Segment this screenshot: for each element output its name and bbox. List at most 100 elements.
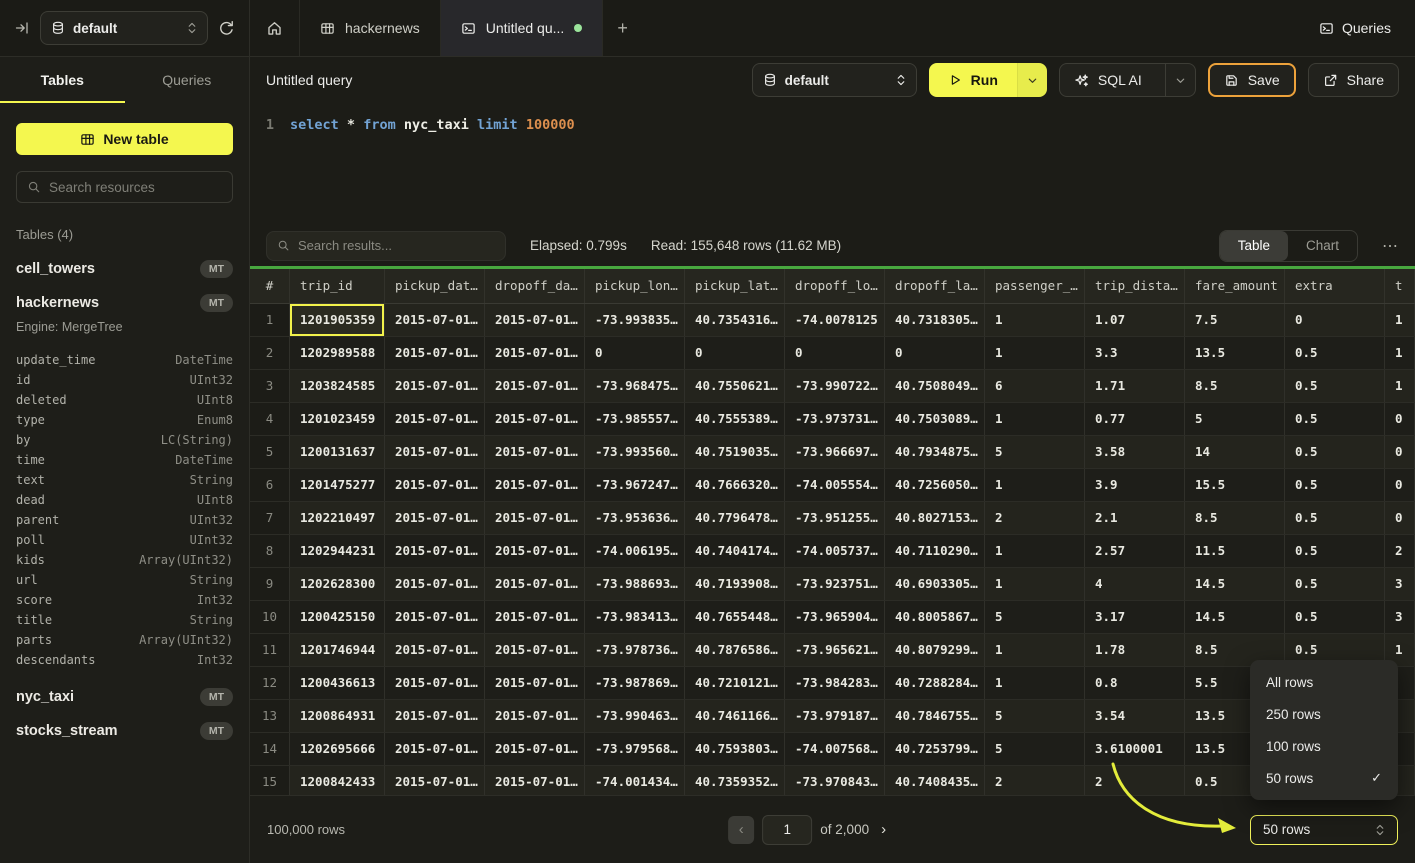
data-cell[interactable]: 2.1 bbox=[1085, 502, 1185, 534]
data-cell[interactable]: 1200436613 bbox=[290, 667, 385, 699]
data-cell[interactable]: 3 bbox=[1385, 601, 1415, 633]
sidebar-table-hackernews[interactable]: hackernews MT bbox=[16, 286, 233, 320]
column-definition[interactable]: deletedUInt8 bbox=[16, 390, 233, 410]
data-cell[interactable]: 1201905359 bbox=[290, 304, 385, 336]
data-cell[interactable]: 2015-07-01… bbox=[385, 370, 485, 402]
data-cell[interactable]: -73.993835… bbox=[585, 304, 685, 336]
data-cell[interactable]: 40.7253799… bbox=[885, 733, 985, 765]
sql-editor[interactable]: 1 select * from nyc_taxi limit 100000 bbox=[250, 103, 1415, 225]
data-cell[interactable]: 1 bbox=[985, 535, 1085, 567]
data-cell[interactable]: 5 bbox=[985, 700, 1085, 732]
data-cell[interactable]: 0.5 bbox=[1285, 535, 1385, 567]
tab-tables[interactable]: Tables bbox=[0, 57, 125, 103]
data-cell[interactable]: 2015-07-01… bbox=[485, 634, 585, 666]
data-cell[interactable]: 40.7934875… bbox=[885, 436, 985, 468]
data-cell[interactable]: 2015-07-01… bbox=[485, 766, 585, 795]
column-header[interactable]: fare_amount bbox=[1185, 269, 1285, 303]
search-results-input[interactable] bbox=[298, 238, 495, 253]
data-cell[interactable]: 1201023459 bbox=[290, 403, 385, 435]
column-definition[interactable]: idUInt32 bbox=[16, 370, 233, 390]
queries-button[interactable]: Queries bbox=[1295, 0, 1415, 56]
data-cell[interactable]: 3 bbox=[1385, 568, 1415, 600]
data-cell[interactable]: 1 bbox=[1385, 337, 1415, 369]
data-cell[interactable]: 2015-07-01… bbox=[385, 766, 485, 795]
data-cell[interactable]: -73.966697… bbox=[785, 436, 885, 468]
data-cell[interactable]: 2 bbox=[985, 766, 1085, 795]
data-cell[interactable]: 1200864931 bbox=[290, 700, 385, 732]
data-cell[interactable]: 40.6903305… bbox=[885, 568, 985, 600]
data-cell[interactable]: 40.7110290… bbox=[885, 535, 985, 567]
column-definition[interactable]: deadUInt8 bbox=[16, 490, 233, 510]
data-cell[interactable]: 2015-07-01… bbox=[385, 535, 485, 567]
data-cell[interactable]: -74.0078125 bbox=[785, 304, 885, 336]
data-cell[interactable]: 2015-07-01… bbox=[385, 304, 485, 336]
refresh-icon[interactable] bbox=[218, 20, 235, 37]
data-cell[interactable]: 3.58 bbox=[1085, 436, 1185, 468]
data-cell[interactable]: 40.7354316… bbox=[685, 304, 785, 336]
column-definition[interactable]: urlString bbox=[16, 570, 233, 590]
column-definition[interactable]: kidsArray(UInt32) bbox=[16, 550, 233, 570]
data-cell[interactable]: 2015-07-01… bbox=[385, 337, 485, 369]
data-cell[interactable]: 2015-07-01… bbox=[385, 601, 485, 633]
column-header[interactable]: pickup_lon… bbox=[585, 269, 685, 303]
data-cell[interactable]: 40.7666320… bbox=[685, 469, 785, 501]
data-cell[interactable]: 5 bbox=[985, 601, 1085, 633]
search-resources-input[interactable] bbox=[49, 180, 222, 195]
data-cell[interactable]: 1202989588 bbox=[290, 337, 385, 369]
data-cell[interactable]: 40.7210121… bbox=[685, 667, 785, 699]
data-cell[interactable]: -73.987869… bbox=[585, 667, 685, 699]
data-cell[interactable]: -73.988693… bbox=[585, 568, 685, 600]
prev-page-button[interactable]: ‹ bbox=[728, 816, 754, 844]
view-chart-segment[interactable]: Chart bbox=[1288, 231, 1357, 261]
database-selector[interactable]: default bbox=[40, 11, 208, 45]
data-cell[interactable]: 0.5 bbox=[1285, 337, 1385, 369]
data-cell[interactable]: 40.7593803… bbox=[685, 733, 785, 765]
column-header[interactable]: extra bbox=[1285, 269, 1385, 303]
data-cell[interactable]: 14.5 bbox=[1185, 568, 1285, 600]
column-definition[interactable]: parentUInt32 bbox=[16, 510, 233, 530]
data-cell[interactable]: 40.7318305… bbox=[885, 304, 985, 336]
column-header[interactable]: passenger_… bbox=[985, 269, 1085, 303]
data-cell[interactable]: 1 bbox=[985, 403, 1085, 435]
data-cell[interactable]: 2015-07-01… bbox=[385, 733, 485, 765]
data-cell[interactable]: 40.7876586… bbox=[685, 634, 785, 666]
run-button[interactable]: Run bbox=[929, 63, 1017, 97]
data-cell[interactable]: 2015-07-01… bbox=[485, 601, 585, 633]
data-cell[interactable]: 3.9 bbox=[1085, 469, 1185, 501]
data-cell[interactable]: 1202628300 bbox=[290, 568, 385, 600]
data-cell[interactable]: 1202210497 bbox=[290, 502, 385, 534]
column-definition[interactable]: scoreInt32 bbox=[16, 590, 233, 610]
data-cell[interactable]: 2015-07-01… bbox=[385, 634, 485, 666]
share-button[interactable]: Share bbox=[1308, 63, 1399, 97]
data-cell[interactable]: -73.983413… bbox=[585, 601, 685, 633]
column-definition[interactable]: titleString bbox=[16, 610, 233, 630]
column-header[interactable]: dropoff_lo… bbox=[785, 269, 885, 303]
data-cell[interactable]: 0.8 bbox=[1085, 667, 1185, 699]
data-cell[interactable]: -73.967247… bbox=[585, 469, 685, 501]
data-cell[interactable]: 3.17 bbox=[1085, 601, 1185, 633]
data-cell[interactable]: 2015-07-01… bbox=[385, 436, 485, 468]
data-cell[interactable]: 2015-07-01… bbox=[485, 403, 585, 435]
data-cell[interactable]: 1 bbox=[1385, 370, 1415, 402]
data-cell[interactable]: 40.7655448… bbox=[685, 601, 785, 633]
data-cell[interactable]: 1200842433 bbox=[290, 766, 385, 795]
data-cell[interactable]: 0.5 bbox=[1285, 601, 1385, 633]
data-cell[interactable]: 40.8005867… bbox=[885, 601, 985, 633]
tab-queries[interactable]: Queries bbox=[125, 57, 250, 103]
data-cell[interactable]: -73.978736… bbox=[585, 634, 685, 666]
data-cell[interactable]: 40.7846755… bbox=[885, 700, 985, 732]
data-cell[interactable]: 0.5 bbox=[1285, 469, 1385, 501]
data-cell[interactable]: 40.7461166… bbox=[685, 700, 785, 732]
data-cell[interactable]: -73.993560… bbox=[585, 436, 685, 468]
data-cell[interactable]: 7.5 bbox=[1185, 304, 1285, 336]
data-cell[interactable]: 1201475277 bbox=[290, 469, 385, 501]
data-cell[interactable]: 1 bbox=[985, 469, 1085, 501]
data-cell[interactable]: 8.5 bbox=[1185, 370, 1285, 402]
rows-per-page-select[interactable]: 50 rows bbox=[1250, 815, 1398, 845]
data-cell[interactable]: 1202944231 bbox=[290, 535, 385, 567]
data-cell[interactable]: 5 bbox=[985, 733, 1085, 765]
data-cell[interactable]: 2015-07-01… bbox=[485, 733, 585, 765]
save-button[interactable]: Save bbox=[1208, 63, 1296, 97]
data-cell[interactable]: 2015-07-01… bbox=[385, 700, 485, 732]
new-tab-button[interactable]: + bbox=[603, 0, 642, 56]
